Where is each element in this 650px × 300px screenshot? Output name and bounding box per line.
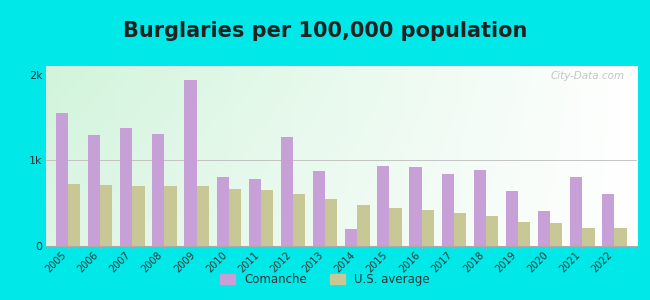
Bar xyxy=(249,179,261,246)
Bar xyxy=(313,171,325,246)
Bar xyxy=(422,210,434,246)
Bar xyxy=(506,191,518,246)
Bar xyxy=(229,189,241,246)
Bar xyxy=(358,205,370,246)
Bar xyxy=(518,222,530,246)
Bar xyxy=(582,228,595,246)
Bar xyxy=(550,223,562,246)
Bar xyxy=(389,208,402,246)
Bar xyxy=(614,228,627,246)
Bar xyxy=(281,137,293,246)
Bar xyxy=(133,186,144,246)
Bar xyxy=(454,213,466,246)
Bar xyxy=(216,177,229,246)
Bar xyxy=(68,184,80,246)
Bar xyxy=(603,194,614,246)
Bar xyxy=(293,194,306,246)
Bar xyxy=(185,80,196,246)
Text: City-Data.com: City-Data.com xyxy=(551,71,625,81)
Bar xyxy=(261,190,273,246)
Bar xyxy=(100,185,112,246)
Bar xyxy=(164,186,177,246)
Bar xyxy=(538,211,550,246)
Bar xyxy=(196,186,209,246)
Text: Burglaries per 100,000 population: Burglaries per 100,000 population xyxy=(123,21,527,41)
Legend: Comanche, U.S. average: Comanche, U.S. average xyxy=(216,269,434,291)
Bar xyxy=(325,199,337,246)
Bar xyxy=(441,174,454,246)
Bar xyxy=(88,135,100,246)
Bar xyxy=(486,216,498,246)
Bar xyxy=(120,128,133,246)
Bar xyxy=(56,113,68,246)
Bar xyxy=(377,166,389,246)
Bar xyxy=(345,229,358,246)
Bar xyxy=(474,170,486,246)
Bar xyxy=(152,134,164,246)
Bar xyxy=(570,177,582,246)
Bar xyxy=(410,167,422,246)
